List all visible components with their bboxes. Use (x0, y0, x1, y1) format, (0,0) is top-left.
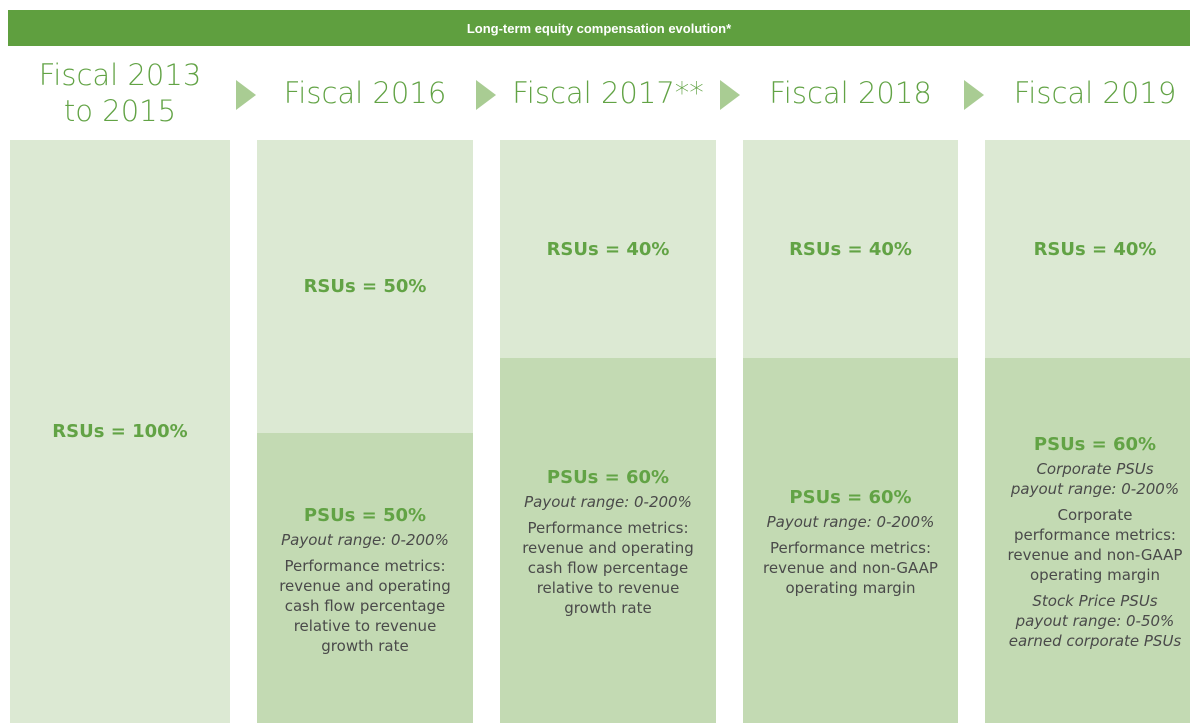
segment: PSUs = 60% Payout range: 0-200% Performanc… (500, 358, 716, 723)
segment-text: relative to revenue (536, 579, 680, 597)
segment-label: PSUs = 60% (1033, 434, 1157, 455)
segment-text: revenue and operating (522, 539, 694, 557)
segment-label: RSUs = 40% (546, 238, 670, 260)
segment-text: Payout range: 0-200% (766, 513, 935, 531)
header-line: Fiscal 2017** (512, 76, 704, 110)
segment-text: Performance metrics: (284, 556, 446, 575)
segment-text: operating margin (785, 579, 916, 597)
header-line: to 2015 (63, 94, 177, 128)
header-line: Fiscal 2013 (38, 58, 202, 92)
segment-text: revenue and non-GAAP (763, 559, 938, 577)
segment-label: RSUs = 50% (303, 276, 427, 297)
segment-label: PSUs = 60% (546, 467, 670, 488)
segment-text: growth rate (564, 599, 652, 617)
segment-text: Payout range: 0-200% (281, 530, 449, 549)
segment-text: payout range: 0-200% (1010, 480, 1180, 498)
header-line: Fiscal 2019 (1013, 76, 1177, 110)
segment: RSUs = 40% (985, 140, 1190, 358)
segment: RSUs = 40% (743, 140, 958, 358)
arrow (964, 80, 984, 110)
header-line: Fiscal 2018 (769, 76, 932, 110)
column: RSUs = 40% PSUs = 60% Payout range: 0-200%… (743, 140, 958, 723)
segment-text: Payout range: 0-200% (524, 493, 692, 511)
arrow (236, 80, 256, 110)
segment-text: Corporate PSUs (1036, 460, 1154, 478)
segment-text: Performance metrics: (770, 539, 931, 557)
segment-text: relative to revenue (293, 616, 437, 635)
segment-label: PSUs = 50% (303, 504, 427, 526)
column-header: Fiscal 2017** (480, 52, 736, 134)
header-line: Fiscal 2016 (283, 76, 447, 110)
segment-label: RSUs = 100% (52, 421, 188, 442)
column-header: Fiscal 2013 to 2015 (0, 52, 250, 134)
segment-text: revenue and non-GAAP (1007, 546, 1183, 564)
column: RSUs = 40% PSUs = 60% Corporate PSUs payout… (985, 140, 1190, 723)
segment-text: Stock Price PSUs (1032, 592, 1158, 610)
segment-text: growth rate (321, 636, 409, 655)
segment-text: Performance metrics: (527, 519, 689, 537)
title-bar: Long-term equity compensation evolution* (8, 10, 1190, 46)
column-header: Fiscal 2018 (723, 52, 978, 134)
segment-text: earned corporate PSUs (1008, 632, 1182, 650)
column: RSUs = 40% PSUs = 60% Payout range: 0-200%… (500, 140, 716, 723)
column-header: Fiscal 2019 (965, 52, 1190, 134)
column: RSUs = 100% (10, 140, 230, 723)
segment: RSUs = 40% (500, 140, 716, 358)
segment: RSUs = 50% (257, 140, 473, 433)
arrow (720, 80, 740, 110)
segment: PSUs = 60% Payout range: 0-200% Performanc… (743, 358, 958, 723)
segment-text: operating margin (1029, 566, 1161, 584)
column: RSUs = 50% PSUs = 50% Payout range: 0-200%… (257, 140, 473, 723)
segment-text: cash flow percentage (284, 596, 446, 615)
segment-text: performance metrics: (1013, 526, 1176, 544)
segment-text: Corporate (1057, 506, 1133, 524)
segment-text: cash flow percentage (527, 559, 689, 577)
segment-label: PSUs = 60% (789, 487, 912, 508)
segment-label: RSUs = 40% (1033, 238, 1157, 260)
segment-label: RSUs = 40% (789, 238, 912, 260)
segment: RSUs = 100% (10, 140, 230, 723)
segment: PSUs = 60% Corporate PSUs payout range: 0-… (985, 358, 1190, 723)
arrow (476, 80, 496, 110)
segment-text: payout range: 0-50% (1015, 612, 1175, 630)
column-header: Fiscal 2016 (237, 52, 493, 134)
segment-text: revenue and operating (279, 576, 451, 595)
segment: PSUs = 50% Payout range: 0-200% Performanc… (257, 433, 473, 723)
